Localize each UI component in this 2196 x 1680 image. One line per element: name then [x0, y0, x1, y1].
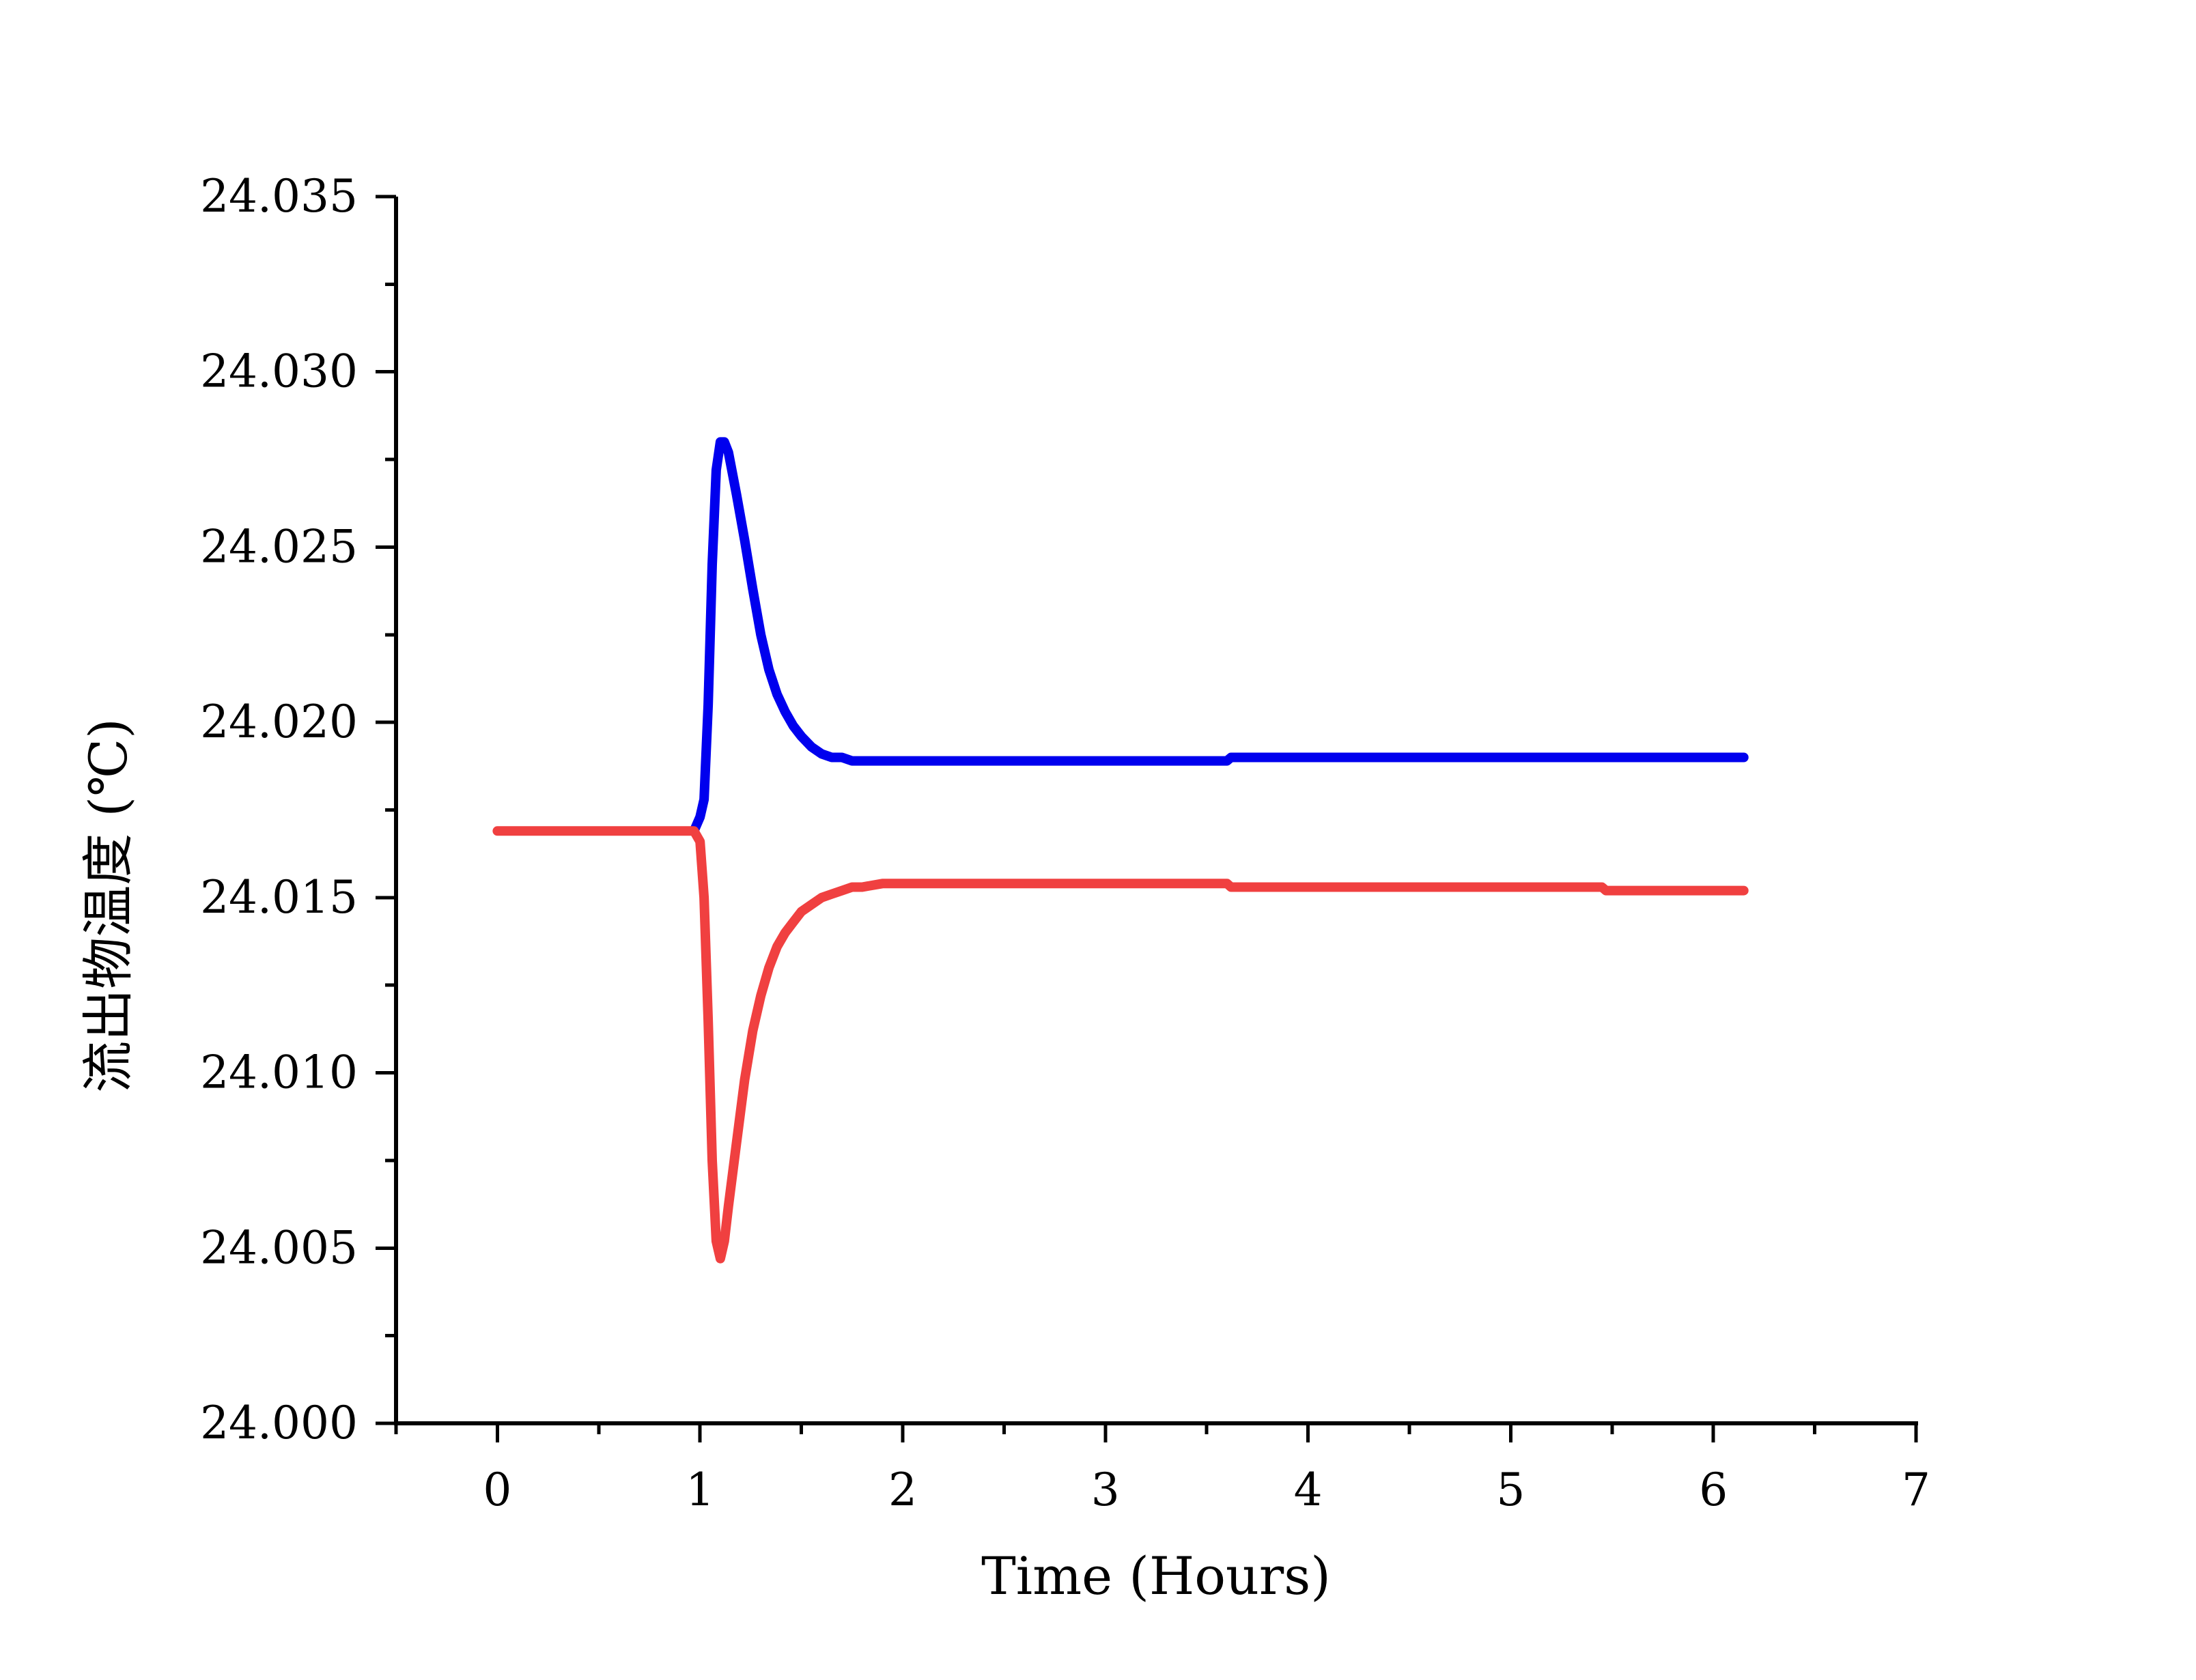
x-axis-title: Time (Hours): [981, 1546, 1331, 1606]
y-tick-label: 24.015: [200, 871, 358, 924]
y-tick-label: 24.005: [200, 1221, 358, 1274]
tick-labels-layer: 0 1 2 3 4 5 6 7 24.000 24.005 24.010 24.015 24.020 24…: [200, 170, 1930, 1516]
x-tick-label: 4: [1294, 1464, 1323, 1516]
x-tick-label: 7: [1902, 1464, 1930, 1516]
axes-layer: [394, 197, 1918, 1425]
series-line-2: [492, 826, 1749, 1264]
y-tick-label: 24.035: [200, 170, 358, 223]
series-layer: [492, 437, 1749, 1264]
ticks-layer: [376, 195, 1918, 1442]
x-tick-label: 2: [888, 1464, 917, 1516]
x-tick-label: 5: [1496, 1464, 1525, 1516]
x-tick-label: 6: [1699, 1464, 1728, 1516]
x-tick-label: 1: [686, 1464, 714, 1516]
x-tick-label: 3: [1091, 1464, 1120, 1516]
y-tick-label: 24.025: [200, 520, 358, 573]
y-tick-label: 24.030: [200, 345, 358, 398]
y-axis-title: 流出物温度 (℃): [78, 718, 139, 1092]
y-tick-label: 24.020: [200, 696, 358, 748]
y-tick-label: 24.010: [200, 1047, 358, 1099]
y-tick-label: 24.000: [200, 1397, 358, 1449]
series-line-1: [689, 437, 1749, 836]
x-tick-label: 0: [483, 1464, 511, 1516]
